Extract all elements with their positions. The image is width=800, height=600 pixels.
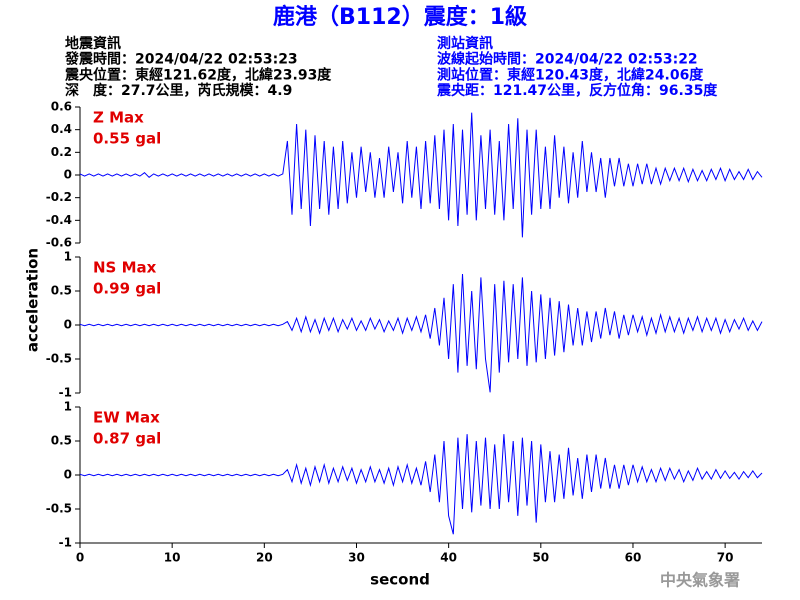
y-tick-label: 0 (64, 318, 72, 332)
x-tick-label: 50 (532, 551, 549, 565)
y-axis-label: acceleration (24, 248, 42, 352)
x-tick-label: 20 (256, 551, 273, 565)
component-label: NS Max (93, 259, 157, 277)
y-tick-label: 0.4 (51, 122, 72, 136)
y-tick-label: 1 (64, 400, 72, 414)
quake-info: 震央位置：東經121.62度，北緯23.93度 (64, 66, 332, 83)
y-tick-label: -0.5 (46, 502, 72, 516)
max-label: 0.99 gal (93, 280, 161, 298)
y-tick-label: 0 (64, 468, 72, 482)
waveform (79, 273, 763, 393)
station-info: 震央距：121.47公里，反方位角：96.35度 (436, 82, 718, 99)
x-tick-label: 30 (348, 551, 365, 565)
credit: 中央氣象署 (660, 571, 740, 590)
x-tick-label: 0 (76, 551, 84, 565)
y-tick-label: 0.5 (51, 434, 72, 448)
quake-info: 發震時間：2024/04/22 02:53:23 (64, 51, 298, 68)
y-tick-label: 0.6 (51, 100, 72, 114)
x-axis-label: second (370, 571, 430, 589)
x-tick-label: 40 (440, 551, 457, 565)
y-tick-label: 1 (64, 250, 72, 264)
max-label: 0.55 gal (93, 130, 161, 148)
max-label: 0.87 gal (93, 430, 161, 448)
y-tick-label: -0.6 (46, 236, 72, 250)
y-tick-label: -1 (59, 536, 72, 550)
waveform (79, 434, 763, 535)
quake-info: 深 度：27.7公里，芮氏規模：4.9 (65, 82, 292, 99)
x-tick-label: 70 (717, 551, 734, 565)
x-tick-label: 60 (625, 551, 642, 565)
y-tick-label: -1 (59, 386, 72, 400)
y-tick-label: -0.5 (46, 352, 72, 366)
component-label: Z Max (93, 109, 144, 127)
y-tick-label: 0 (64, 168, 72, 182)
y-tick-label: 0.5 (51, 284, 72, 298)
y-tick-label: -0.4 (46, 213, 72, 227)
x-tick-label: 10 (164, 551, 181, 565)
y-tick-label: -0.2 (46, 190, 72, 204)
station-info: 波線起始時間：2024/04/22 02:53:22 (437, 51, 698, 68)
station-info: 測站位置：東經120.43度，北緯24.06度 (437, 66, 704, 83)
component-label: EW Max (93, 409, 160, 427)
chart-title: 鹿港（B112）震度：1級 (273, 4, 527, 30)
y-tick-label: 0.2 (51, 145, 72, 159)
station-info: 測站資訊 (437, 35, 493, 52)
waveform (79, 112, 763, 238)
quake-info: 地震資訊 (65, 35, 121, 52)
